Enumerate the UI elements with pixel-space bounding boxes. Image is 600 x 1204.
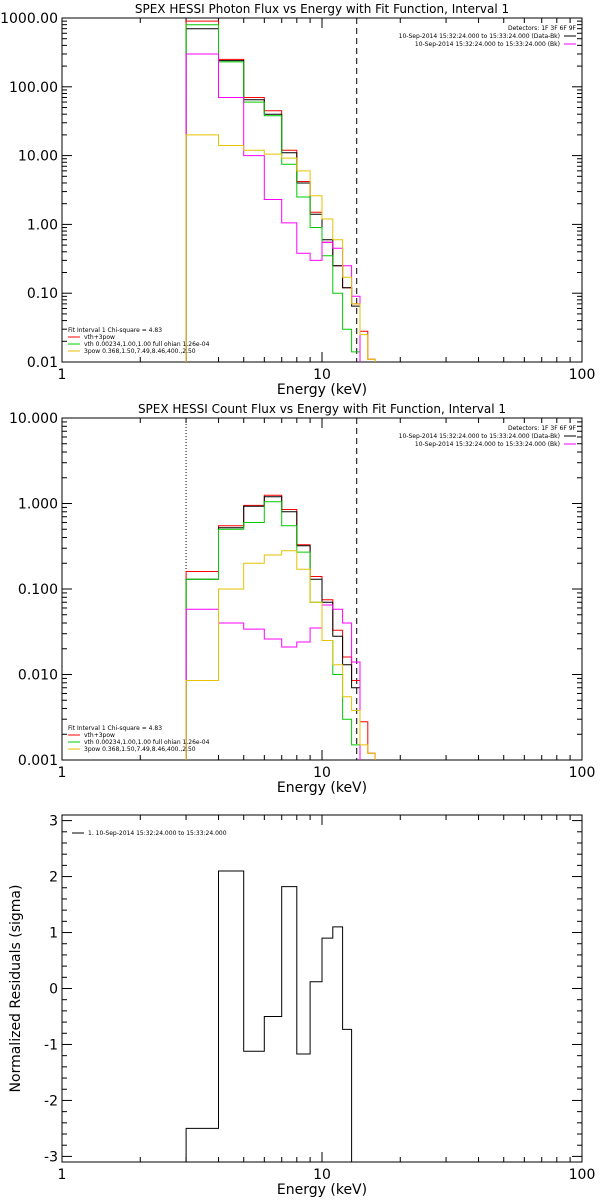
x-tick-label: 1: [58, 765, 67, 781]
y-tick-label: 1.00: [27, 217, 58, 233]
series-line-5: [185, 550, 376, 760]
x-axis: 1 10 100 Energy (keV): [58, 18, 596, 398]
y-tick-label: -2: [44, 1093, 58, 1109]
legend-bottom: Fit Interval 1 Chi-square = 4.83vth+3pow…: [68, 725, 210, 753]
y-axis: 3 2 1 0 -1 -2 -3 Normalized Residuals (sigma): [8, 814, 582, 1165]
x-tick-label: 10: [313, 1167, 331, 1183]
series-group: [185, 494, 376, 760]
legend-entry-label: 10-Sep-2014 15:32:24.000 to 15:33:24.000…: [415, 441, 560, 448]
legend-heading: Fit Interval 1 Chi-square = 4.83: [68, 725, 162, 732]
legend-entry-label: 1. 10-Sep-2014 15:32:24.000 to 15:33:24.…: [88, 830, 227, 837]
x-axis-label: Energy (keV): [277, 780, 367, 796]
legend-top: 1. 10-Sep-2014 15:32:24.000 to 15:33:24.…: [72, 830, 227, 837]
series-group: [185, 870, 353, 1162]
y-tick-label: 1.000: [18, 497, 58, 513]
x-axis: 1 10 100 Energy (keV): [58, 418, 596, 796]
y-tick-label: 0.001: [18, 753, 58, 769]
chart-panel-2: SPEX HESSI Count Flux vs Energy with Fit…: [9, 402, 595, 796]
legend-heading: Detectors: 1F 3F 6F 9F: [508, 25, 577, 32]
x-axis: 1 10 100 Energy (keV): [58, 815, 596, 1198]
y-tick-label: -3: [44, 1149, 58, 1165]
legend-entry-label: vth 0.00234,1.00,1.00 full ohian 1.26e-0…: [84, 341, 210, 348]
legend-entry-label: vth+3pow: [84, 732, 115, 739]
y-tick-label: 0.100: [18, 582, 58, 598]
series-line-2: [185, 496, 361, 760]
y-tick-label: 10.00: [18, 149, 58, 165]
x-tick-label: 10: [313, 367, 331, 383]
series-line-5: [185, 134, 376, 362]
legend-entry-label: vth+3pow: [84, 334, 115, 341]
series-line-1: [185, 494, 376, 760]
series-line-1: [185, 870, 353, 1162]
x-tick-label: 100: [569, 367, 596, 383]
y-tick-label: 1000.00: [0, 11, 58, 27]
y-tick-label: 2: [49, 870, 58, 886]
y-tick-label: 100.00: [9, 80, 58, 96]
series-line-4: [185, 53, 361, 362]
y-axis-label: Normalized Residuals (sigma): [8, 885, 24, 1093]
plot-frame: [61, 17, 583, 363]
series-line-3: [185, 24, 361, 362]
x-axis-label: Energy (keV): [277, 1182, 367, 1198]
series-line-3: [185, 501, 361, 760]
legend-entry-label: 3pow 0.368,1.50,7.49,8.46,400.,2.50: [84, 348, 196, 355]
legend-entry-label: 3pow 0.368,1.50,7.49,8.46,400.,2.50: [84, 746, 196, 753]
x-tick-label: 1: [58, 1167, 67, 1183]
legend-heading: Fit Interval 1 Chi-square = 4.83: [68, 327, 162, 334]
series-line-4: [185, 604, 361, 760]
x-axis-label: Energy (keV): [277, 382, 367, 398]
legend-heading: Detectors: 1F 3F 6F 9F: [508, 425, 577, 432]
x-tick-label: 100: [569, 1167, 596, 1183]
series-line-1: [185, 20, 376, 362]
legend-entry-label: 10-Sep-2014 15:32:24.000 to 15:33:24.000…: [399, 433, 560, 440]
legend-entry-label: 10-Sep-2014 15:32:24.000 to 15:33:24.000…: [415, 41, 560, 48]
y-tick-label: 10.000: [9, 411, 58, 427]
chart-panel-1: SPEX HESSI Photon Flux vs Energy with Fi…: [0, 2, 595, 398]
x-tick-label: 1: [58, 367, 67, 383]
y-tick-label: 0.10: [27, 286, 58, 302]
y-tick-label: -1: [44, 1037, 58, 1053]
legend-entry-label: vth 0.00234,1.00,1.00 full ohian 1.26e-0…: [84, 739, 210, 746]
y-tick-label: 0.01: [27, 355, 58, 371]
chart-title: SPEX HESSI Count Flux vs Energy with Fit…: [138, 402, 506, 416]
x-tick-label: 10: [313, 765, 331, 781]
plot-frame: [61, 814, 583, 1163]
series-group: [185, 20, 376, 362]
y-axis: 1000.00 100.00 10.00 1.00 0.10 0.01: [0, 11, 582, 371]
y-tick-label: 1: [49, 926, 58, 942]
legend-bottom: Fit Interval 1 Chi-square = 4.83vth+3pow…: [68, 327, 210, 355]
y-tick-label: 3: [49, 814, 58, 830]
chart-title: SPEX HESSI Photon Flux vs Energy with Fi…: [135, 2, 509, 16]
y-tick-label: 0.010: [18, 668, 58, 684]
y-tick-label: 0: [49, 982, 58, 998]
y-axis: 10.000 1.000 0.100 0.010 0.001: [9, 411, 582, 769]
x-tick-label: 100: [569, 765, 596, 781]
series-line-2: [185, 28, 361, 362]
legend-entry-label: 10-Sep-2014 15:32:24.000 to 15:33:24.000…: [399, 33, 560, 40]
